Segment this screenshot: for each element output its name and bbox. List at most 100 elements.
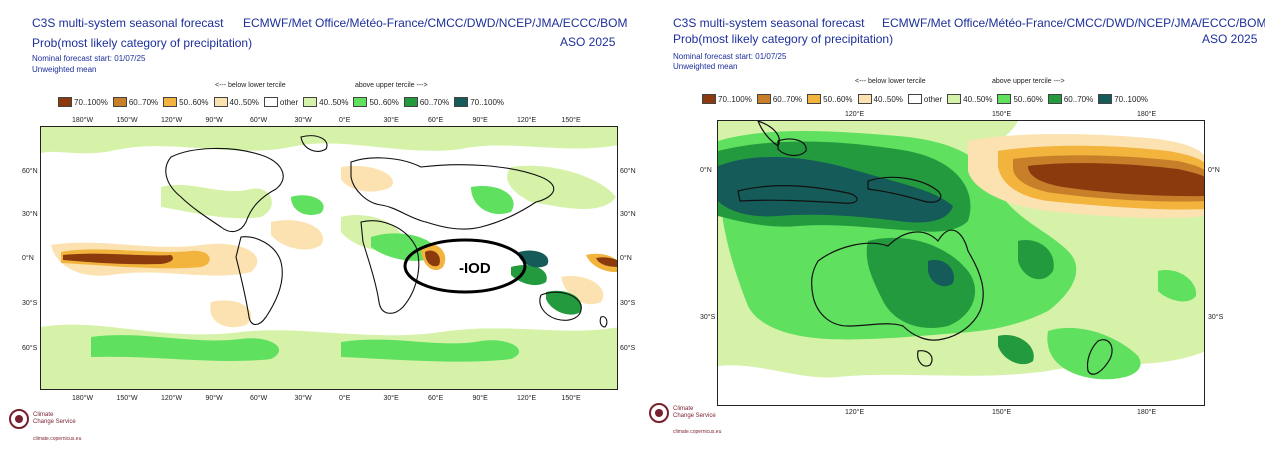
coastlines [165, 135, 608, 328]
copernicus-logo: Climate Change Service [648, 402, 716, 424]
logo-url: climate.copernicus.eu [673, 429, 722, 435]
legend-item: other [263, 97, 299, 107]
teal-regions [519, 250, 549, 268]
centres-list: ECMWF/Met Office/Météo-France/CMCC/DWD/N… [243, 16, 628, 30]
legend-swatch [756, 94, 771, 104]
panel-title: C3S multi-system seasonal forecast [32, 16, 224, 30]
category-legend: 70..100% 60..70% 50..60% 40..50% other 40..50… [702, 94, 1153, 104]
legend-swatch [403, 97, 418, 107]
regional-map-svg [718, 121, 1204, 405]
logo-line2: Change Service [33, 419, 76, 425]
longitude-tick: 60°E [428, 117, 444, 124]
legend-label: other [923, 94, 943, 104]
legend-swatch [353, 97, 368, 107]
longitude-tick: 30°W [294, 395, 312, 402]
longitude-tick: 150°E [561, 117, 581, 124]
legend-swatch [857, 94, 872, 104]
regional-precip-map [717, 120, 1205, 406]
longitude-tick: 150°W [116, 395, 138, 402]
logo-line1: Climate [33, 412, 54, 418]
legend-label: 70..100% [718, 94, 752, 104]
forecast-start: Nominal forecast start: 01/07/25 [32, 54, 146, 63]
longitude-tick: 150°E [561, 395, 581, 402]
latitude-tick: 30°N [620, 211, 636, 218]
longitude-tick: 60°E [428, 395, 444, 402]
legend-item: 60..70% [112, 97, 158, 107]
above-tercile-label: above upper tercile ---> [992, 78, 1065, 85]
latitude-tick: 30°S [1208, 314, 1224, 321]
climate-logo-icon [649, 403, 669, 423]
green-regions [91, 186, 520, 362]
dark-brown-regions [1028, 163, 1204, 197]
longitude-tick: 30°E [383, 117, 399, 124]
latitude-tick: 30°N [22, 211, 38, 218]
teal-regions [718, 156, 954, 287]
below-tercile-label: <--- below lower tercile [855, 78, 926, 85]
legend-swatch [997, 94, 1012, 104]
legend-label: 50..60% [823, 94, 853, 104]
brown-regions [63, 250, 617, 267]
longitude-tick: 180°E [1137, 111, 1157, 118]
global-map-svg: -IOD [41, 127, 617, 389]
forecast-start: Nominal forecast start: 01/07/25 [673, 52, 787, 61]
legend-swatch [163, 97, 178, 107]
coastlines [737, 121, 1113, 375]
latitude-tick: 60°S [620, 345, 636, 352]
latitude-tick: 30°S [22, 300, 38, 307]
longitude-tick: 60°W [250, 395, 268, 402]
legend-label: 60..70% [772, 94, 803, 104]
legend-swatch [263, 97, 278, 107]
longitude-tick: 90°E [472, 395, 488, 402]
latitude-tick: 0°N [700, 167, 712, 174]
longitude-tick: 120°E [517, 117, 537, 124]
global-precip-map: -IOD [40, 126, 618, 390]
longitude-tick: 90°W [205, 395, 223, 402]
iod-annotation-ellipse [403, 238, 527, 294]
longitude-tick: 0°E [339, 117, 351, 124]
legend-label: 70..100% [470, 97, 505, 107]
longitude-tick: 150°E [992, 409, 1012, 416]
longitude-tick: 180°E [1137, 409, 1157, 416]
longitude-tick: 150°W [116, 117, 138, 124]
longitude-tick: 120°E [845, 409, 865, 416]
legend-item: 50..60% [353, 97, 399, 107]
longitude-tick: 0°E [339, 395, 351, 402]
legend-item: 40..50% [947, 94, 992, 104]
climate-logo-icon [9, 409, 29, 429]
latitude-tick: 0°N [22, 255, 34, 262]
longitude-tick: 120°W [161, 117, 183, 124]
legend-label: 40..50% [963, 94, 993, 104]
latitude-tick: 60°N [620, 168, 636, 175]
season-label: ASO 2025 [1202, 32, 1258, 46]
longitude-tick: 180°W [72, 395, 94, 402]
legend-item: 60..70% [403, 97, 450, 107]
latitude-tick: 60°S [22, 345, 38, 352]
legend-label: 40..50% [229, 97, 259, 107]
legend-swatch [303, 97, 318, 107]
longitude-tick: 120°W [161, 395, 183, 402]
latitude-tick: 60°N [22, 168, 38, 175]
logo-line1: Climate [673, 406, 694, 412]
legend-label: 50..60% [1013, 94, 1043, 104]
legend-item: 50..60% [997, 94, 1043, 104]
legend-swatch [213, 97, 228, 107]
legend-swatch [58, 97, 72, 107]
latitude-tick: 30°S [620, 300, 636, 307]
legend-label: 60..70% [419, 97, 450, 107]
legend-swatch [1098, 94, 1113, 104]
longitude-tick: 60°W [250, 117, 268, 124]
legend-item: 40..50% [857, 94, 903, 104]
legend-item: 50..60% [807, 94, 853, 104]
legend-swatch [907, 94, 922, 104]
panel-title: C3S multi-system seasonal forecast [673, 16, 865, 30]
season-label: ASO 2025 [560, 35, 616, 49]
legend-item: other [907, 94, 943, 104]
iod-annotation-label: -IOD [459, 260, 491, 277]
legend-label: 40..50% [319, 97, 349, 107]
mean-type: Unweighted mean [32, 65, 97, 74]
regional-forecast-panel: C3S multi-system seasonal forecast ECMWF… [640, 0, 1265, 453]
legend-label: other [279, 97, 299, 107]
longitude-tick: 120°E [845, 111, 865, 118]
legend-item: 70..100% [58, 97, 108, 107]
legend-item: 40..50% [213, 97, 259, 107]
